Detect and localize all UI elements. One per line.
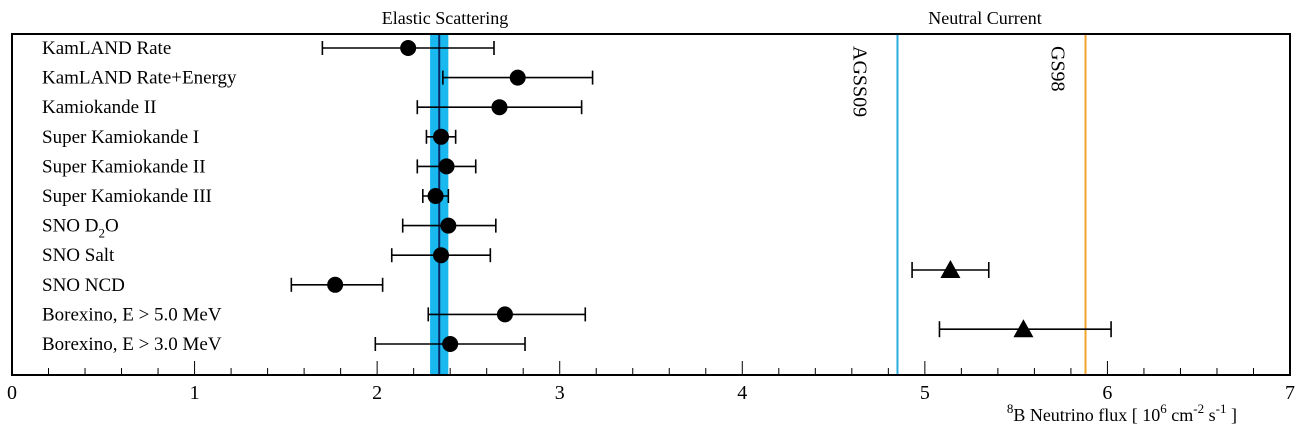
data-point: [438, 158, 455, 175]
agss09-model-band: [263, 34, 1305, 375]
x-tick-label: 7: [1285, 382, 1295, 404]
panel-label-neutral-current: Neutral Current: [928, 8, 1041, 28]
row-label: Kamiokande II: [42, 97, 156, 118]
nc-data-point: [1013, 319, 1034, 338]
gs98-model-label: GS98: [1047, 46, 1069, 92]
data-point: [491, 99, 508, 116]
data-point: [496, 306, 513, 323]
data-point: [433, 247, 450, 264]
x-tick-label: 6: [1102, 382, 1112, 404]
x-tick-label: 2: [372, 382, 382, 404]
agss09-model-label: AGSS09: [848, 46, 870, 117]
x-tick-label: 5: [920, 382, 930, 404]
gs98-model-band: [457, 34, 1305, 375]
measurement-labels: KamLAND Rate KamLAND Rate+Energy Kamiokand…: [42, 38, 237, 355]
nc-measurements: [911, 260, 1112, 338]
x-tick-label: 0: [7, 382, 17, 404]
plot-frame: [11, 33, 1291, 376]
data-point: [440, 217, 457, 234]
row-label: KamLAND Rate+Energy: [42, 68, 237, 89]
data-point: [433, 128, 450, 145]
row-label: SNO D2O: [42, 216, 119, 241]
row-label: Super Kamiokande III: [42, 186, 212, 207]
x-axis: 0 1 2 3 4 5 6 7: [7, 361, 1295, 404]
data-point: [327, 276, 344, 293]
data-point: [442, 336, 459, 352]
row-label: Super Kamiokande I: [42, 127, 199, 148]
row-label: KamLAND Rate: [42, 38, 171, 59]
es-measurements: [290, 40, 594, 352]
x-axis-title: 8B Neutrino flux [ 106 cm-2 s-1 ]: [1007, 401, 1237, 425]
row-label: Borexino, E > 5.0 MeV: [42, 304, 222, 325]
nc-data-point: [940, 260, 961, 278]
row-label: Super Kamiokande II: [42, 156, 206, 177]
row-label: SNO NCD: [42, 275, 125, 296]
row-label: SNO Salt: [42, 245, 115, 266]
data-point: [400, 40, 417, 56]
x-tick-label: 1: [190, 382, 200, 404]
x-tick-label: 3: [555, 382, 565, 404]
x-tick-label: 4: [737, 382, 747, 404]
data-point: [427, 188, 444, 204]
data-point: [509, 69, 526, 86]
panel-label-elastic-scattering: Elastic Scattering: [382, 8, 508, 28]
row-label: Borexino, E > 3.0 MeV: [42, 334, 222, 355]
